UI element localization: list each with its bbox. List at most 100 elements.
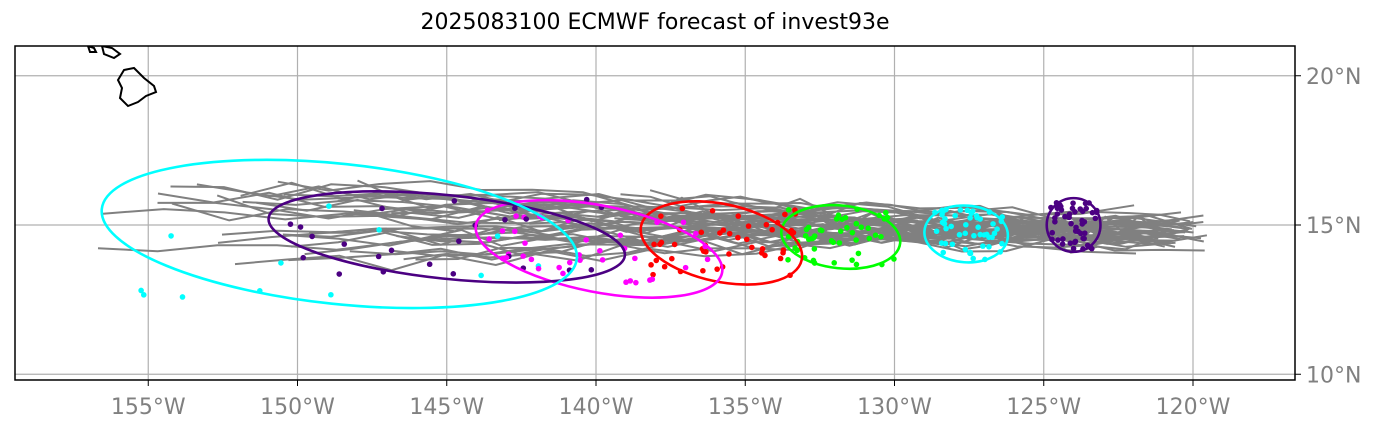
forecast-point (735, 213, 742, 219)
forecast-point (336, 271, 343, 277)
forecast-point (749, 244, 755, 251)
forecast-point (168, 233, 174, 239)
forecast-point (1082, 230, 1088, 237)
forecast-point (698, 229, 705, 236)
plot-frame (14, 45, 1296, 381)
forecast-point (700, 267, 706, 274)
forecast-point (703, 249, 709, 255)
forecast-point (956, 231, 963, 238)
forecast-point (693, 230, 699, 237)
forecast-point (528, 256, 535, 263)
forecast-point (456, 238, 462, 244)
forecast-point (853, 261, 860, 268)
lat-tick-label: 10°N (1306, 363, 1361, 388)
forecast-point (878, 233, 884, 240)
forecast-point (632, 255, 638, 262)
forecast-point (379, 205, 385, 212)
forecast-point (999, 240, 1005, 247)
forecast-point (709, 207, 716, 214)
forecast-point (831, 260, 838, 266)
forecast-point (802, 233, 809, 239)
uncertainty-ellipse (100, 158, 579, 310)
forecast-point (1068, 220, 1074, 227)
forecast-point (658, 213, 664, 219)
uncertainty-ellipse (780, 203, 902, 271)
hawaii-small-island (86, 46, 98, 53)
forecast-point (512, 228, 518, 235)
forecast-point (499, 228, 506, 234)
forecast-point (523, 216, 530, 222)
forecast-point (942, 216, 948, 222)
forecast-point (835, 212, 842, 218)
map-title: 2025083100 ECMWF forecast of invest93e (420, 10, 890, 35)
forecast-point (1072, 209, 1078, 215)
forecast-point (653, 257, 660, 264)
uncertainty-ellipse (474, 198, 724, 299)
forecast-point (872, 232, 879, 238)
forecast-point (866, 235, 873, 242)
forecast-point (970, 255, 976, 262)
forecast-point (844, 224, 850, 231)
forecast-point (939, 211, 945, 218)
forecast-point (650, 271, 656, 278)
forecast-point (967, 215, 973, 221)
forecast-point (503, 254, 510, 261)
forecast-point (680, 219, 687, 226)
forecast-point (1083, 205, 1090, 212)
forecast-point (309, 233, 315, 240)
forecast-point (714, 266, 720, 272)
forecast-point (777, 255, 784, 262)
forecast-point (1081, 219, 1088, 225)
forecast-point (388, 247, 395, 254)
forecast-point (556, 264, 562, 271)
forecast-point (671, 241, 678, 248)
forecast-point (1049, 229, 1056, 236)
forecast-point (745, 223, 752, 229)
ellipse-layer (100, 158, 1102, 310)
forecast-point (983, 231, 990, 238)
forecast-point (952, 212, 958, 219)
uncertainty-ellipse (639, 199, 804, 286)
forecast-point (818, 227, 825, 234)
forecast-point (633, 279, 639, 286)
lon-tick-label: 120°W (1156, 395, 1231, 420)
forecast-point (785, 233, 792, 240)
forecast-point (763, 221, 770, 228)
forecast-point (651, 241, 657, 248)
forecast-point (1059, 241, 1066, 247)
forecast-point (828, 238, 835, 244)
forecast-point (849, 257, 855, 263)
forecast-point (758, 250, 765, 256)
forecast-point (1077, 206, 1084, 212)
forecast-point (326, 203, 332, 209)
forecast-point (780, 250, 786, 256)
forecast-point (287, 221, 294, 227)
forecast-point (858, 224, 865, 231)
forecast-point (577, 257, 583, 263)
forecast-point (726, 251, 732, 257)
forecast-point (1054, 211, 1061, 217)
forecast-point (278, 260, 284, 266)
forecast-point (943, 225, 949, 232)
forecast-point (669, 255, 675, 262)
hawaii-big-island (116, 66, 158, 108)
forecast-point (522, 240, 528, 246)
forecast-point (486, 236, 492, 242)
tick-layer: 155°W 150°W 145°W 140°W 135°W 130°W 125°W 120°W… (111, 65, 1362, 420)
forecast-point (963, 221, 969, 228)
forecast-point (376, 227, 382, 233)
forecast-point (938, 240, 945, 246)
forecast-point (426, 261, 433, 268)
forecast-point (502, 216, 508, 223)
forecast-point (990, 221, 996, 227)
forecast-point (994, 226, 1000, 232)
forecast-point (138, 287, 144, 294)
forecast-point (513, 213, 519, 219)
forecast-point (1067, 240, 1074, 246)
forecast-point (647, 277, 653, 283)
lon-tick-label: 150°W (260, 395, 335, 420)
uncertainty-ellipse (267, 190, 627, 284)
hawaii-maui (100, 46, 122, 60)
forecast-point (478, 272, 484, 279)
